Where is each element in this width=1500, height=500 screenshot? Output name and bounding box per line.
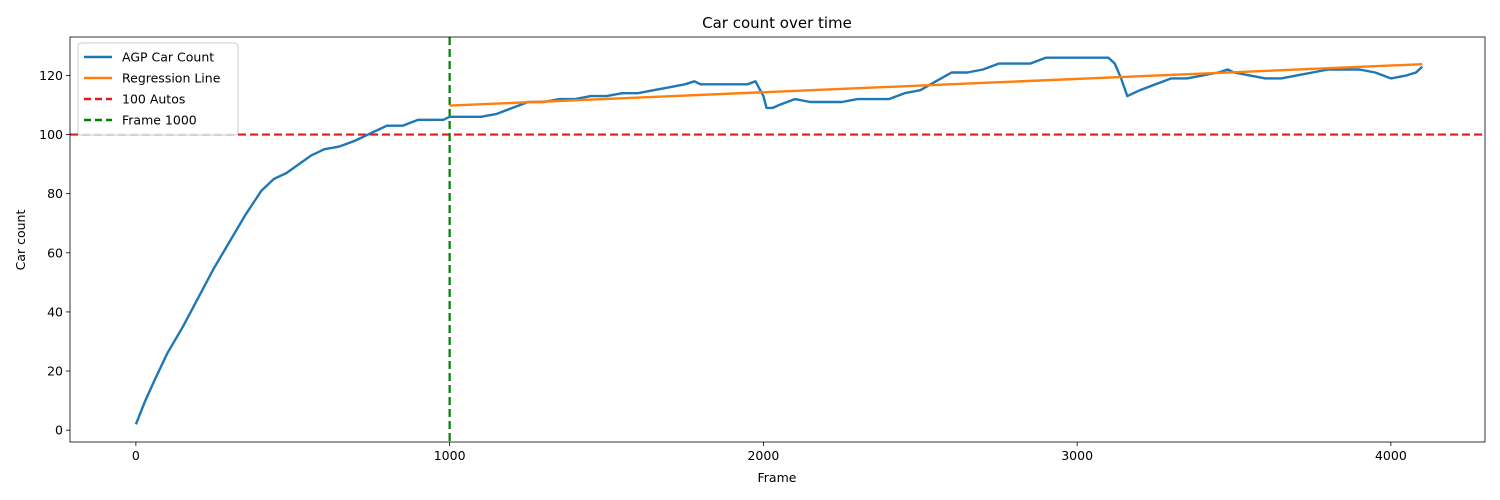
x-axis-title: Frame xyxy=(758,470,797,485)
legend: AGP Car Count Regression Line 100 Autos Fra… xyxy=(77,42,239,136)
y-tick-label: 100 xyxy=(39,127,63,142)
legend-label: AGP Car Count xyxy=(122,50,214,65)
x-tick-label: 0 xyxy=(132,448,140,463)
axes-frame xyxy=(69,36,1486,443)
legend-box xyxy=(77,42,239,136)
y-tick-label: 40 xyxy=(47,304,63,319)
y-tick-label: 60 xyxy=(47,245,63,260)
y-axis-title: Car count xyxy=(13,210,28,271)
legend-label: Frame 1000 xyxy=(122,113,197,128)
y-tick-label: 120 xyxy=(39,68,63,83)
x-tick-label: 2000 xyxy=(747,448,779,463)
x-tick-label: 1000 xyxy=(434,448,466,463)
x-tick-label: 4000 xyxy=(1375,448,1407,463)
legend-label: 100 Autos xyxy=(122,92,185,107)
chart-title: Car count over time xyxy=(702,14,852,32)
series-agp-car-count-line xyxy=(134,56,1424,425)
y-tick-label: 20 xyxy=(47,364,63,379)
plot-area xyxy=(70,37,1485,442)
y-tick-label: 80 xyxy=(47,186,63,201)
y-tick-label: 0 xyxy=(55,423,63,438)
series-layer xyxy=(134,56,1424,425)
axes: 0 1000 2000 3000 4000 0 20 40 60 80 100 120 xyxy=(39,36,1486,463)
legend-label: Regression Line xyxy=(122,71,221,86)
plot-background xyxy=(70,37,1485,442)
series-regression-line-line xyxy=(449,63,1423,107)
x-tick-label: 3000 xyxy=(1061,448,1093,463)
